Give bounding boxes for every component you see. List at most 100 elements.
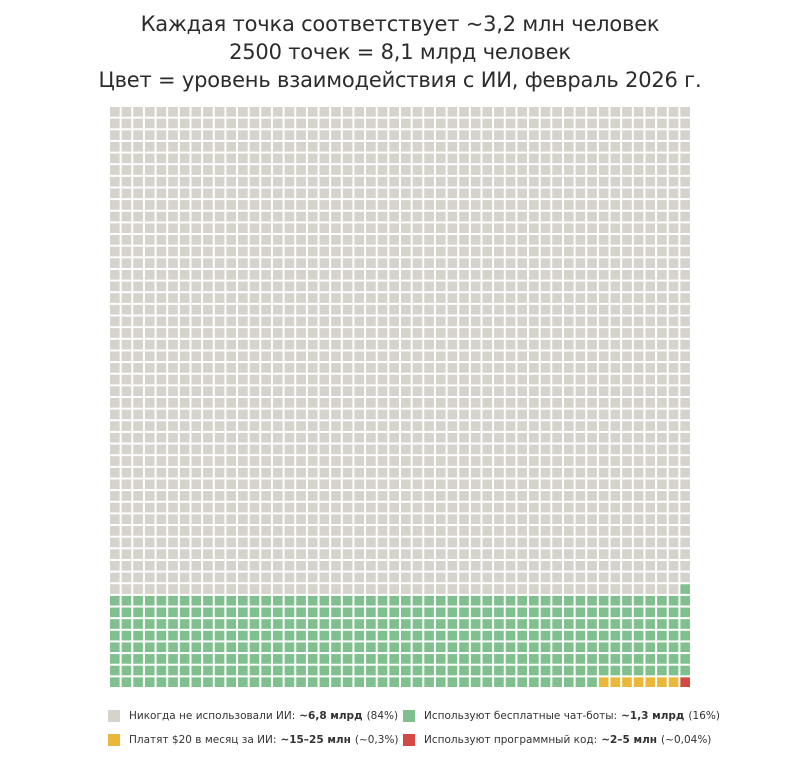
waffle-dot-never (249, 374, 260, 385)
waffle-dot-never (133, 328, 143, 338)
waffle-dot-never (424, 351, 434, 362)
waffle-dot-never (144, 211, 155, 222)
waffle-dot-never (110, 246, 120, 257)
waffle-dot-never (459, 107, 469, 117)
waffle-dot-free (226, 630, 237, 641)
waffle-dot-never (226, 304, 237, 315)
waffle-dot-never (377, 421, 388, 431)
waffle-dot-never (633, 584, 644, 594)
waffle-dot-never (226, 386, 237, 396)
waffle-dot-never (226, 107, 237, 117)
waffle-dot-never (156, 514, 167, 525)
waffle-dot-never (680, 107, 690, 117)
waffle-dot-never (238, 363, 248, 373)
waffle-dot-never (575, 211, 586, 222)
waffle-dot-never (435, 409, 446, 420)
waffle-dot-never (470, 246, 481, 257)
waffle-dot-never (435, 316, 446, 327)
waffle-dot-never (494, 549, 504, 559)
waffle-dot-never (307, 223, 318, 234)
waffle-dot-never (354, 456, 365, 466)
waffle-dot-never (179, 479, 190, 490)
waffle-dot-never (610, 386, 621, 396)
waffle-dot-never (598, 235, 609, 245)
waffle-dot-never (342, 456, 353, 466)
waffle-dot-never (168, 281, 178, 292)
waffle-dot-never (226, 141, 237, 152)
waffle-dot-never (110, 118, 120, 129)
waffle-dot-never (377, 398, 388, 408)
waffle-dot-never (284, 316, 295, 327)
waffle-dot-never (622, 235, 632, 245)
waffle-dot-never (598, 246, 609, 257)
waffle-dot-never (598, 165, 609, 175)
waffle-dot-never (587, 269, 597, 280)
waffle-dot-free (482, 665, 493, 676)
waffle-dot-never (110, 374, 120, 385)
waffle-dot-never (366, 479, 376, 490)
waffle-dot-free (133, 654, 143, 664)
waffle-dot-never (552, 118, 562, 129)
waffle-dot-never (249, 269, 260, 280)
waffle-dot-never (354, 235, 365, 245)
waffle-dot-never (447, 467, 458, 478)
waffle-dot-never (540, 549, 551, 559)
waffle-dot-never (494, 537, 504, 548)
waffle-dot-never (144, 514, 155, 525)
waffle-dot-never (156, 386, 167, 396)
waffle-dot-never (563, 328, 574, 338)
waffle-dot-never (377, 374, 388, 385)
waffle-dot-never (412, 235, 423, 245)
waffle-dot-never (540, 316, 551, 327)
waffle-dot-never (494, 176, 504, 187)
waffle-dot-free (389, 677, 399, 687)
waffle-dot-never (133, 502, 143, 513)
waffle-dot-free (470, 654, 481, 664)
waffle-dot-never (575, 363, 586, 373)
waffle-dot-never (552, 293, 562, 303)
waffle-dot-never (447, 514, 458, 525)
waffle-dot-never (563, 456, 574, 466)
waffle-dot-never (610, 304, 621, 315)
waffle-dot-free (168, 630, 178, 641)
waffle-dot-never (226, 118, 237, 129)
waffle-dot-never (366, 176, 376, 187)
waffle-dot-free (366, 654, 376, 664)
waffle-dot-never (587, 584, 597, 594)
waffle-dot-free (366, 595, 376, 606)
waffle-dot-never (447, 502, 458, 513)
waffle-dot-never (307, 293, 318, 303)
waffle-dot-never (331, 584, 341, 594)
waffle-dot-never (168, 339, 178, 350)
waffle-dot-never (342, 130, 353, 140)
waffle-dot-free (529, 630, 539, 641)
waffle-dot-never (470, 374, 481, 385)
waffle-dot-free (156, 654, 167, 664)
waffle-dot-never (214, 421, 225, 431)
waffle-dot-free (110, 677, 120, 687)
waffle-dot-never (203, 293, 213, 303)
waffle-dot-free (238, 665, 248, 676)
waffle-dot-never (552, 107, 562, 117)
waffle-dot-never (529, 176, 539, 187)
waffle-dot-free (401, 630, 411, 641)
waffle-dot-never (482, 409, 493, 420)
waffle-dot-never (563, 281, 574, 292)
waffle-dot-never (633, 374, 644, 385)
waffle-dot-never (261, 153, 271, 164)
waffle-dot-never (110, 176, 120, 187)
waffle-dot-free (412, 595, 423, 606)
waffle-dot-never (657, 479, 667, 490)
waffle-dot-never (249, 176, 260, 187)
waffle-dot-never (540, 293, 551, 303)
waffle-dot-never (249, 316, 260, 327)
waffle-dot-never (214, 398, 225, 408)
waffle-dot-never (331, 537, 341, 548)
waffle-dot-free (482, 595, 493, 606)
waffle-dot-never (389, 269, 399, 280)
waffle-dot-never (435, 188, 446, 199)
waffle-dot-never (657, 398, 667, 408)
waffle-dot-never (494, 293, 504, 303)
waffle-dot-never (296, 584, 306, 594)
waffle-dot-never (261, 398, 271, 408)
